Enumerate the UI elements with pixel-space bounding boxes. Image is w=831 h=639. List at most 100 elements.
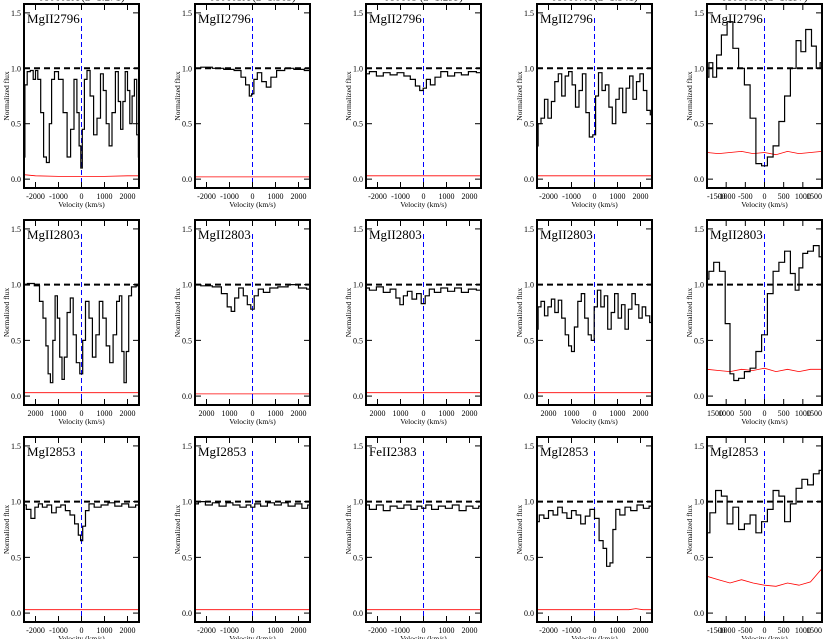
y-axis-label: Normalized flux [2,288,11,338]
transition-label: MgII2803 [369,227,422,242]
transition-label: MgII2803 [27,227,80,242]
x-tick-label: 1000 [795,626,811,635]
x-tick-label: -2000 [539,626,558,635]
x-tick-label: -1500 [707,626,726,635]
y-tick-label: 0.5 [353,336,363,345]
panel-title: 080603A (z=1.563) [209,0,296,4]
x-tick-label: -2000 [368,626,387,635]
y-tick-label: 0.0 [524,175,534,184]
x-tick-label: 0 [763,192,767,201]
x-tick-label: 0 [251,409,255,418]
panel-0-2: -2000 -1000 0 1000 2000 0.0 0.5 1.0 1.5 Normalize… [344,0,482,209]
x-tick-label: 0 [422,192,426,201]
x-tick-label: -1000 [220,192,239,201]
y-tick-label: 0.0 [11,609,21,618]
flux-spectrum [366,71,481,92]
panel-2-2: -2000 -1000 0 1000 2000 0.0 0.5 1.0 1.5 Normalize… [344,436,482,639]
plot-frame [706,219,823,406]
x-tick-label: 1000 [97,192,113,201]
panel-title: 080605 (z=1.299) [384,0,463,4]
y-tick-label: 0.5 [11,336,21,345]
x-tick-label: 1000 [795,192,811,201]
y-tick-label: 1.0 [353,281,363,290]
plot-frame [365,219,482,406]
flux-spectrum [195,501,310,509]
x-tick-label: 1000 [268,409,284,418]
transition-label: MgI2853 [27,444,75,459]
x-axis-label: Velocity (km/s) [58,417,105,426]
x-tick-label: 1000 [439,192,455,201]
x-axis-label: Velocity (km/s) [229,417,276,426]
x-tick-label: 0 [80,626,84,635]
y-tick-label: 0.0 [694,392,704,401]
x-axis-label: Velocity (km/s) [571,634,618,639]
x-tick-label: -1000 [562,192,581,201]
y-axis-label: Normalized flux [685,71,694,121]
y-axis-label: Normalized flux [344,288,353,338]
x-tick-label: 2000 [462,626,478,635]
x-tick-label: -1000 [49,626,68,635]
y-tick-label: 0.0 [353,392,363,401]
plot-frame [194,219,311,406]
x-tick-label: -2000 [26,192,45,201]
y-axis-label: Normalized flux [344,505,353,555]
x-tick-label: 0 [593,192,597,201]
flux-spectrum [195,284,310,312]
x-tick-label: 1000 [439,409,455,418]
y-tick-label: 0.5 [524,336,534,345]
y-tick-label: 0.0 [353,609,363,618]
y-tick-label: 1.0 [182,281,192,290]
y-axis-label: Normalized flux [515,71,524,121]
flux-spectrum [24,282,139,384]
y-tick-label: 0.5 [182,336,192,345]
x-tick-label: 2000 [291,192,307,201]
x-tick-label: -2000 [26,626,45,635]
x-tick-label: 1000 [97,409,113,418]
transition-label: MgII2796 [27,11,80,26]
y-tick-label: 0.5 [11,120,21,129]
y-tick-label: 0.0 [182,609,192,618]
x-tick-label: 500 [739,409,751,418]
error-spectrum [707,150,822,156]
x-tick-label: 1000 [610,192,626,201]
transition-label: MgI2853 [198,444,246,459]
panel-2-3: -2000 -1000 0 1000 2000 0.0 0.5 1.0 1.5 Normalize… [515,436,653,639]
y-tick-label: 1.5 [524,442,534,451]
error-spectrum [707,568,822,587]
error-spectrum [24,174,139,177]
x-tick-label: -2000 [368,192,387,201]
x-tick-label: 0 [593,409,597,418]
y-tick-label: 1.0 [182,498,192,507]
y-axis-label: Normalized flux [2,505,11,555]
y-axis-label: Normalized flux [173,505,182,555]
plot-frame [23,436,140,623]
x-axis-label: Velocity (km/s) [400,417,447,426]
y-tick-label: 1.5 [694,9,704,18]
x-tick-label: 1500 [806,192,822,201]
y-axis-label: Normalized flux [515,505,524,555]
x-tick-label: 1000 [268,626,284,635]
flux-spectrum [537,289,652,353]
transition-label: MgII2796 [540,11,593,26]
x-tick-label: -1000 [391,192,410,201]
panel-1-1: 2000 1000 0 1000 2000 0.0 0.5 1.0 1.5 Normalized … [173,219,311,426]
y-tick-label: 0.5 [524,553,534,562]
y-tick-label: 0.0 [11,392,21,401]
y-tick-label: 1.0 [524,281,534,290]
y-tick-label: 1.5 [694,442,704,451]
y-tick-label: 0.5 [353,553,363,562]
panel-0-0: -2000 -1000 0 1000 2000 0.0 0.5 1.0 1.5 Normalize… [2,0,140,209]
y-tick-label: 1.0 [11,498,21,507]
y-tick-label: 1.0 [11,64,21,73]
y-tick-label: 1.0 [524,498,534,507]
panel-1-3: 2000 1000 0 1000 2000 0.0 0.5 1.0 1.5 Normalized … [515,219,653,426]
x-tick-label: 2000 [291,626,307,635]
y-tick-label: 1.5 [182,442,192,451]
x-tick-label: 1000 [268,192,284,201]
x-axis-label: Velocity (km/s) [571,200,618,209]
flux-spectrum [366,504,481,512]
y-tick-label: 0.5 [11,553,21,562]
x-tick-label: -1000 [717,192,736,201]
x-tick-label: 1000 [718,409,734,418]
